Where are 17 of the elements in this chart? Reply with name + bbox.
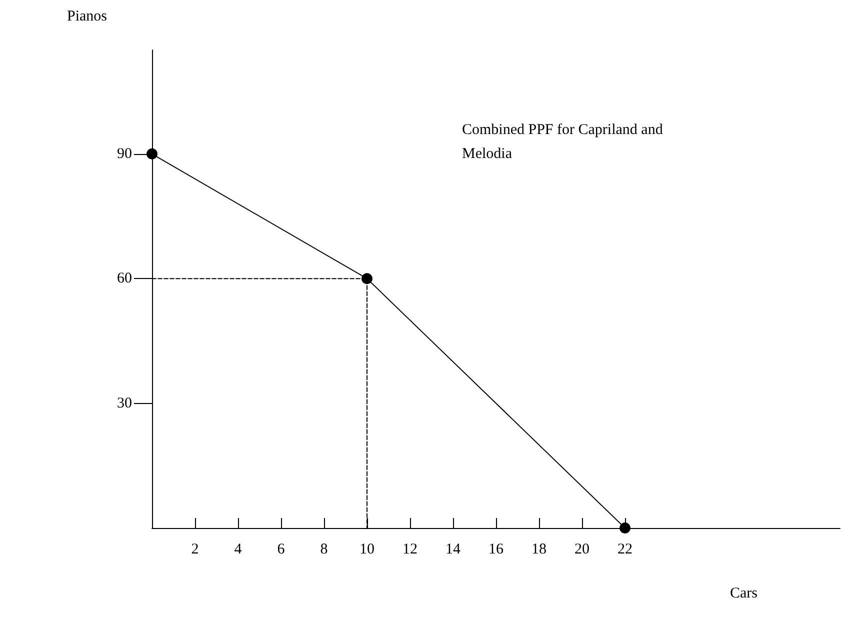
- x-axis-title: Cars: [730, 586, 758, 602]
- x-tick-label: 16: [488, 542, 504, 558]
- x-tick-label: 18: [532, 542, 546, 558]
- x-tick-label: 12: [402, 542, 418, 558]
- x-tick-label: 14: [446, 542, 461, 558]
- y-tick-label: 30: [117, 395, 132, 412]
- x-tick-label: 4: [234, 542, 242, 558]
- x-tick-label: 2: [191, 542, 199, 558]
- y-tick-label: 60: [117, 270, 132, 287]
- y-axis-title: Pianos: [66, 8, 108, 24]
- x-tick-label: 20: [574, 542, 590, 558]
- x-tick-label: 10: [360, 542, 374, 558]
- x-tick-label: 8: [320, 542, 328, 558]
- x-tick-label: 6: [277, 542, 286, 558]
- x-tick-label: 22: [618, 542, 632, 558]
- y-tick-label: 90: [117, 146, 132, 162]
- annotation: Combined PPF for Capriland and Melodia: [462, 122, 667, 162]
